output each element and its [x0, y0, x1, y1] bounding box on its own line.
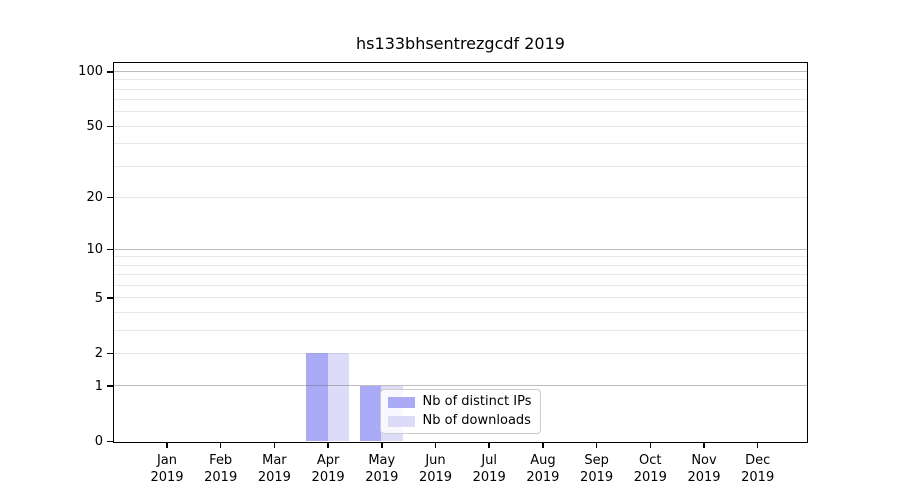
- legend-label-distinct-ips: Nb of distinct IPs: [422, 394, 532, 409]
- y-tick-label-20: 20: [86, 190, 103, 206]
- y-tick-label-2: 2: [94, 346, 103, 362]
- x-tick-label-oct: Oct 2019: [633, 453, 667, 485]
- plot-area: Nb of distinct IPs Nb of downloads: [113, 62, 808, 443]
- gridline-1: [114, 385, 807, 386]
- x-tick-mark-jan: [166, 443, 168, 448]
- x-tick-label-nov: Nov 2019: [687, 453, 721, 485]
- y-tick-mark-1: [107, 385, 113, 387]
- x-tick-label-feb: Feb 2019: [204, 453, 238, 485]
- x-tick-mark-oct: [649, 443, 652, 448]
- x-tick-mark-dec: [756, 443, 759, 448]
- gridline-9: [114, 256, 807, 258]
- legend-item-distinct-ips: Nb of distinct IPs: [387, 394, 532, 410]
- legend: Nb of distinct IPs Nb of downloads: [379, 389, 542, 434]
- x-tick-mark-aug: [542, 443, 544, 448]
- x-tick-mark-feb: [219, 443, 222, 448]
- x-tick-label-jul: Jul 2019: [472, 453, 506, 485]
- x-tick-mark-nov: [703, 443, 705, 448]
- gridline-40: [114, 143, 807, 145]
- gridline-2: [114, 352, 807, 354]
- gridline-10: [114, 248, 807, 250]
- gridline-100: [114, 70, 807, 72]
- x-tick-mark-may: [381, 443, 383, 448]
- legend-swatch-downloads: [387, 415, 415, 427]
- y-tick-label-0: 0: [94, 434, 103, 449]
- y-tick-label-50: 50: [86, 119, 103, 135]
- y-tick-label-5: 5: [94, 290, 103, 306]
- x-tick-mark-apr: [327, 443, 329, 448]
- bar-may-distinct-ips: [359, 385, 382, 441]
- y-tick-mark-0: [107, 440, 113, 443]
- gridline-6: [114, 284, 807, 286]
- gridline-5: [114, 297, 807, 299]
- y-tick-mark-50: [107, 125, 113, 128]
- gridline-3: [114, 329, 807, 331]
- x-tick-label-may: May 2019: [365, 453, 399, 485]
- gridline-50: [114, 125, 807, 127]
- y-tick-label-10: 10: [86, 242, 103, 257]
- y-tick-mark-2: [107, 352, 113, 355]
- x-tick-label-mar: Mar 2019: [257, 453, 291, 485]
- gridline-8: [114, 264, 807, 266]
- y-tick-mark-10: [107, 248, 113, 251]
- x-tick-mark-mar: [273, 443, 276, 448]
- x-tick-label-sep: Sep 2019: [580, 453, 614, 485]
- x-tick-mark-jul: [488, 443, 490, 448]
- chart-title: hs133bhsentrezgcdf 2019: [356, 34, 565, 53]
- gridline-7: [114, 274, 807, 275]
- y-tick-label-1: 1: [94, 378, 103, 394]
- gridline-70: [114, 99, 807, 101]
- legend-label-downloads: Nb of downloads: [422, 413, 531, 428]
- y-tick-mark-5: [107, 297, 113, 299]
- y-tick-mark-100: [107, 71, 113, 73]
- gridline-20: [114, 196, 807, 198]
- gridline-60: [114, 111, 807, 113]
- gridline-90: [114, 79, 807, 81]
- bar-apr-distinct-ips: [306, 353, 328, 441]
- bar-apr-downloads: [327, 353, 350, 441]
- y-tick-mark-20: [107, 196, 113, 199]
- x-tick-mark-jun: [434, 443, 437, 448]
- x-tick-label-dec: Dec 2019: [741, 453, 775, 485]
- gridlines-layer: [114, 63, 807, 442]
- x-tick-label-jun: Jun 2019: [418, 453, 453, 485]
- legend-item-downloads: Nb of downloads: [387, 413, 532, 429]
- y-tick-label-100: 100: [78, 64, 103, 80]
- x-tick-label-jan: Jan 2019: [150, 453, 184, 485]
- x-tick-label-aug: Aug 2019: [526, 453, 560, 485]
- gridline-30: [114, 165, 807, 167]
- gridline-80: [114, 88, 807, 90]
- legend-swatch-distinct-ips: [387, 396, 415, 408]
- x-tick-mark-sep: [595, 443, 598, 448]
- x-tick-label-apr: Apr 2019: [311, 453, 345, 485]
- gridline-4: [114, 311, 807, 313]
